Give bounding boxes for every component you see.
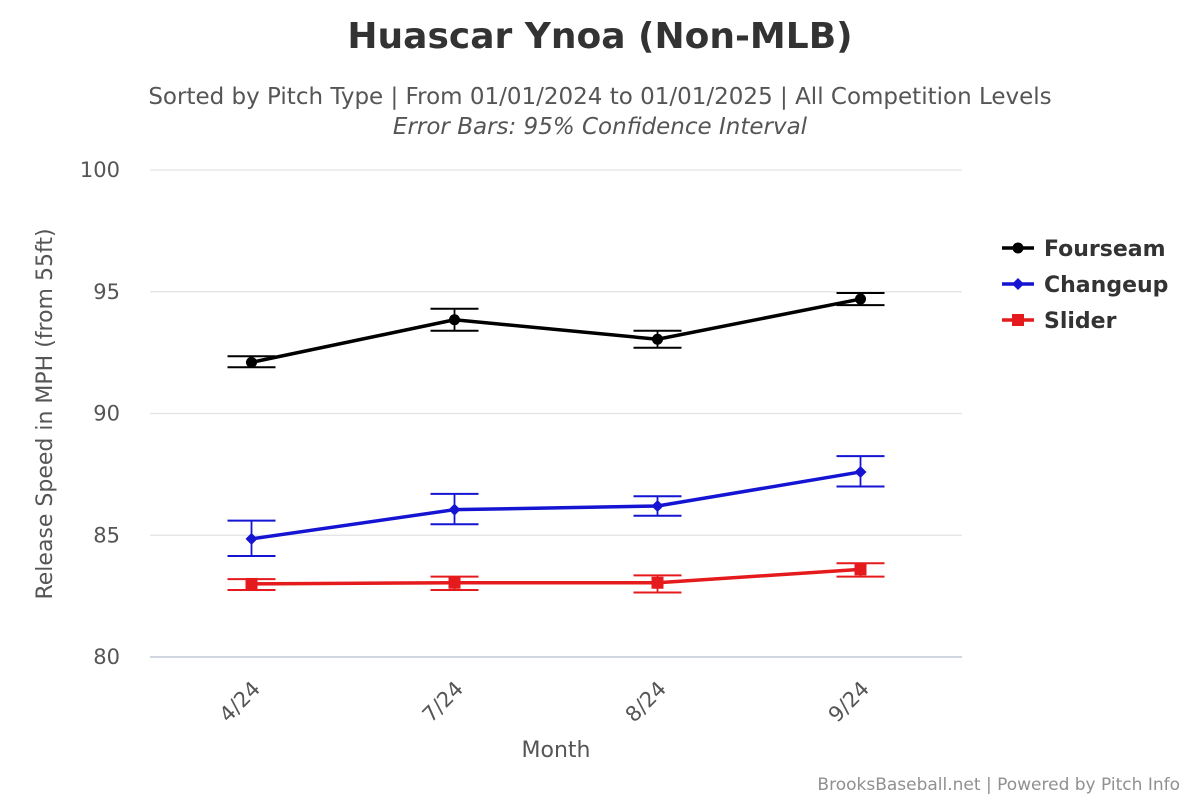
series-slider bbox=[227, 562, 885, 594]
legend-marker-changeup[interactable] bbox=[1012, 278, 1024, 290]
data-point-fourseam[interactable] bbox=[855, 293, 866, 305]
legend-label: Changeup bbox=[1044, 273, 1168, 298]
legend-label: Fourseam bbox=[1044, 237, 1166, 262]
y-tick-label: 95 bbox=[93, 280, 120, 304]
x-axis-ticks: 4/24 7/24 8/24 9/24 bbox=[215, 677, 874, 727]
legend-item-slider[interactable]: Slider bbox=[1002, 309, 1117, 334]
data-point-fourseam[interactable] bbox=[246, 356, 257, 368]
data-point-fourseam[interactable] bbox=[652, 333, 663, 345]
data-point-changeup[interactable] bbox=[245, 532, 258, 545]
data-point-changeup[interactable] bbox=[448, 503, 461, 516]
data-point-slider[interactable] bbox=[854, 563, 867, 576]
data-point-slider[interactable] bbox=[448, 576, 461, 589]
y-axis-title: Release Speed in MPH (from 55ft) bbox=[33, 228, 58, 599]
legend-label: Slider bbox=[1044, 309, 1117, 334]
legend-item-changeup[interactable]: Changeup bbox=[1002, 273, 1168, 298]
series-line-slider bbox=[251, 567, 861, 586]
y-tick-label: 90 bbox=[93, 402, 120, 426]
series-fourseam bbox=[227, 291, 885, 369]
data-point-slider[interactable] bbox=[245, 577, 258, 590]
x-tick-label: 8/24 bbox=[621, 677, 671, 727]
series-changeup bbox=[227, 455, 885, 557]
x-axis-title: Month bbox=[522, 738, 591, 763]
x-tick-label: 4/24 bbox=[215, 677, 265, 727]
data-point-changeup[interactable] bbox=[651, 500, 664, 513]
y-tick-label: 80 bbox=[93, 645, 120, 669]
y-tick-label: 100 bbox=[80, 158, 120, 182]
x-tick-label: 9/24 bbox=[824, 677, 874, 727]
series-line-fourseam bbox=[251, 297, 861, 365]
legend: Fourseam Changeup Slider bbox=[1002, 237, 1168, 334]
chart-subtitle: Sorted by Pitch Type | From 01/01/2024 t… bbox=[148, 84, 1051, 110]
credits[interactable]: BrooksBaseball.net | Powered by Pitch In… bbox=[817, 775, 1180, 795]
chart-subtitle-error-bars: Error Bars: 95% Confidence Interval bbox=[393, 114, 808, 140]
data-point-fourseam[interactable] bbox=[449, 314, 460, 326]
legend-marker-slider[interactable] bbox=[1012, 314, 1024, 326]
y-axis-ticks: 80 85 90 95 100 bbox=[80, 158, 120, 669]
y-tick-label: 85 bbox=[93, 523, 120, 547]
data-point-slider[interactable] bbox=[651, 576, 664, 589]
series bbox=[227, 291, 885, 594]
legend-marker-fourseam[interactable] bbox=[1012, 242, 1024, 254]
x-tick-label: 7/24 bbox=[418, 677, 468, 727]
series-line-changeup bbox=[251, 470, 861, 541]
legend-item-fourseam[interactable]: Fourseam bbox=[1002, 237, 1166, 262]
data-point-changeup[interactable] bbox=[854, 465, 867, 478]
chart-title: Huascar Ynoa (Non-MLB) bbox=[347, 16, 852, 57]
